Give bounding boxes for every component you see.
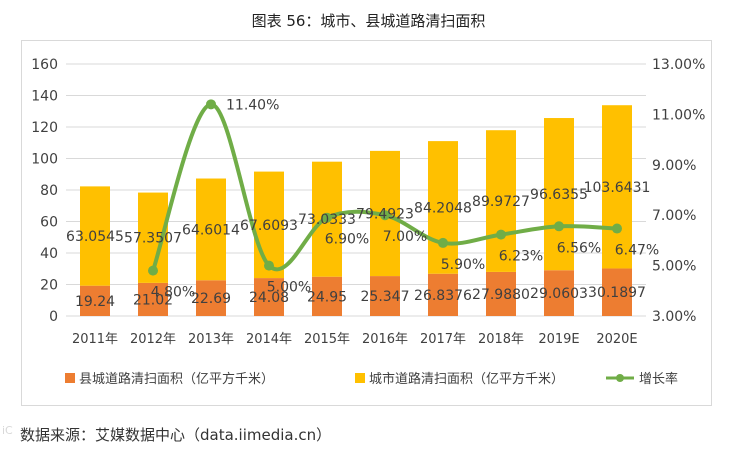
y-right-tick-label: 9.00% (652, 158, 696, 174)
bar-county (428, 273, 458, 316)
y-right-tick-label: 7.00% (652, 208, 696, 224)
x-tick-label: 2018年 (478, 332, 524, 347)
city-value-label: 67.6093 (240, 218, 298, 234)
growth-value-label: 6.90% (325, 232, 369, 248)
x-tick-label: 2015年 (304, 332, 350, 347)
growth-value-label: 6.23% (499, 249, 543, 265)
x-tick-label: 2014年 (246, 332, 292, 347)
growth-value-label: 4.80% (151, 285, 195, 301)
y-right-tick-label: 5.00% (652, 259, 696, 275)
bar-city (254, 171, 284, 279)
x-tick-label: 2020E (596, 332, 637, 347)
x-tick-label: 2013年 (188, 332, 234, 347)
y-left-tick-label: 0 (49, 309, 58, 325)
county-value-label: 27.9880 (472, 287, 530, 303)
y-left-tick-label: 40 (40, 246, 58, 262)
y-left-tick-label: 120 (31, 120, 58, 136)
y-left-tick-label: 20 (40, 278, 58, 294)
bar-county (370, 276, 400, 316)
y-left-tick-label: 80 (40, 183, 58, 199)
legend-swatch-growth-point (616, 374, 624, 382)
city-value-label: 64.6014 (182, 222, 240, 238)
x-tick-label: 2011年 (72, 332, 118, 347)
legend-label-growth: 增长率 (639, 371, 678, 387)
y-left-tick-label: 60 (40, 215, 58, 231)
bar-county (602, 268, 632, 316)
bar-county (254, 278, 284, 316)
city-value-label: 79.4923 (356, 206, 414, 222)
county-value-label: 22.69 (191, 291, 231, 307)
bar-county (544, 270, 574, 316)
x-tick-label: 2017年 (420, 332, 466, 347)
county-value-label: 25.347 (361, 289, 410, 305)
y-left-tick-label: 140 (31, 89, 58, 105)
growth-value-label: 6.47% (615, 243, 659, 259)
bar-county (80, 285, 110, 316)
watermark: iC (2, 424, 13, 437)
city-value-label: 63.0545 (66, 229, 124, 245)
growth-value-label: 6.56% (557, 240, 601, 256)
legend-label-city: 城市道路清扫面积（亿平方千米） (369, 371, 564, 387)
legend-swatch-county (65, 373, 75, 383)
chart-title: 图表 56：城市、县城道路清扫面积 (251, 12, 486, 30)
bar-city (544, 118, 574, 271)
bar-city (486, 130, 516, 272)
city-value-label: 84.2048 (414, 200, 472, 216)
bar-county (196, 280, 226, 316)
growth-point (264, 260, 274, 271)
legend-swatch-city (355, 373, 365, 383)
chart-frame: 0 20 40 60 80 100 120 140 160 3.00% 5.00% 7.00% 9.00… (21, 40, 712, 406)
y-left-tick-label: 160 (31, 57, 58, 73)
city-value-label: 96.6355 (530, 187, 588, 203)
x-tick-label: 2012年 (130, 332, 176, 347)
y-right-tick-label: 3.00% (652, 309, 696, 325)
county-value-label: 21.02 (133, 292, 173, 308)
bar-county (486, 271, 516, 316)
bar-city (602, 105, 632, 269)
growth-value-label: 7.00% (383, 229, 427, 245)
bar-county (138, 282, 168, 316)
bar-city (428, 141, 458, 274)
y-right-tick-label: 13.00% (652, 57, 705, 73)
city-value-label: 57.3507 (124, 231, 182, 247)
county-value-label: 29.0603 (530, 286, 588, 302)
city-value-label: 73.0333 (298, 212, 356, 228)
city-value-label: 89.9727 (472, 194, 530, 210)
growth-point (612, 223, 622, 234)
county-value-label: 30.1897 (588, 285, 646, 301)
y-right-tick-label: 11.00% (652, 107, 705, 123)
y-left-tick-label: 100 (31, 152, 58, 168)
growth-point (148, 265, 158, 276)
x-tick-label: 2016年 (362, 332, 408, 347)
county-value-label: 26.8376 (414, 288, 472, 304)
county-value-label: 19.24 (75, 294, 115, 310)
growth-value-label: 11.40% (226, 97, 279, 113)
bar-county (312, 276, 342, 316)
growth-value-label: 5.90% (441, 257, 485, 273)
source-note: 数据来源：艾媒数据中心（data.iimedia.cn） (20, 426, 332, 444)
growth-point (380, 210, 390, 221)
county-value-label: 24.95 (307, 289, 347, 305)
growth-value-label: 5.00% (267, 280, 311, 296)
growth-point (554, 221, 564, 232)
bar-city (196, 178, 226, 281)
bar-city (80, 186, 110, 286)
growth-point (322, 212, 332, 223)
growth-point (496, 229, 506, 240)
growth-point (206, 99, 216, 110)
county-value-label: 24.08 (249, 290, 289, 306)
legend-label-county: 县城道路清扫面积（亿平方千米） (79, 371, 274, 387)
x-tick-label: 2019E (538, 332, 579, 347)
chart-svg: 0 20 40 60 80 100 120 140 160 3.00% 5.00% 7.00% 9.00… (31, 57, 705, 387)
city-value-label: 103.6431 (584, 180, 651, 196)
growth-point (438, 237, 448, 248)
